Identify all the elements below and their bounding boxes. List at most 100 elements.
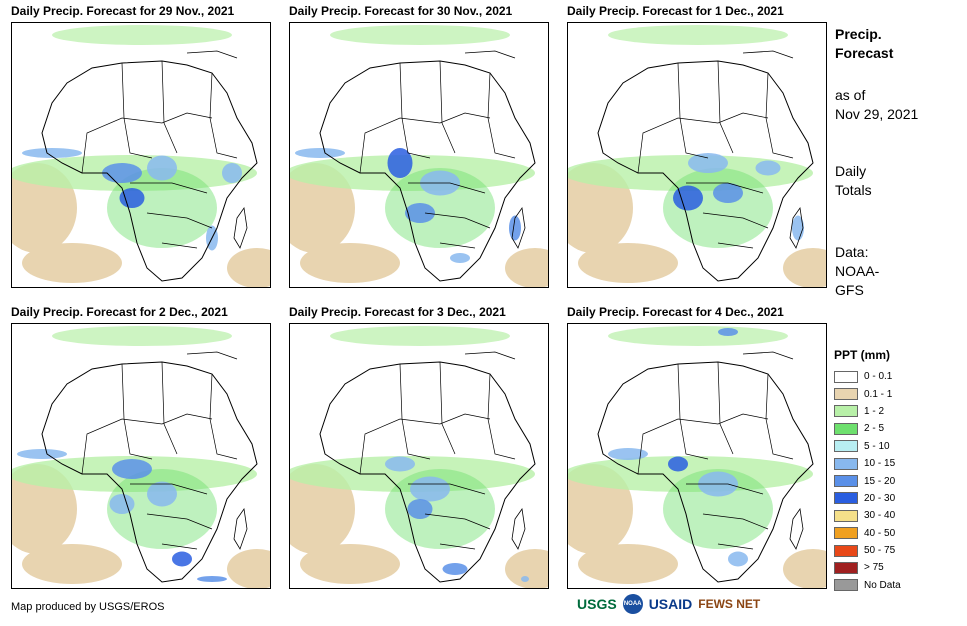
precip-cell: [112, 459, 152, 479]
credit-text: Map produced by USGS/EROS: [11, 601, 165, 613]
country-border: [121, 62, 153, 159]
madagascar-outline: [233, 206, 248, 249]
country-border: [677, 363, 709, 460]
precip-cell: [755, 160, 781, 176]
panel-title: Daily Precip. Forecast for 2 Dec., 2021: [11, 305, 228, 319]
legend-swatch: [834, 475, 858, 488]
legend-swatch: [834, 527, 858, 540]
country-border: [146, 212, 213, 229]
legend: PPT (mm) 0 - 0.1 0.1 - 1 1 - 2 2 - 5 5 - 10 1…: [834, 348, 901, 594]
light-rain-area: [330, 326, 510, 346]
dry-area: [300, 243, 400, 283]
legend-label: 15 - 20: [864, 475, 896, 487]
light-rain-area: [608, 326, 788, 346]
legend-swatch: [834, 509, 858, 522]
map-canvas: [12, 326, 270, 588]
country-border: [439, 543, 476, 550]
precip-cell: [728, 551, 748, 567]
legend-label: 2 - 5: [864, 423, 885, 435]
legend-label: 0.1 - 1: [864, 388, 893, 400]
sidebar-title: Precip. Forecast: [835, 26, 894, 61]
country-border: [424, 513, 491, 530]
country-border: [765, 373, 794, 460]
precip-cell: [673, 185, 703, 211]
dry-area: [578, 544, 678, 584]
precip-cell: [119, 188, 145, 208]
legend-label: 1 - 2: [864, 405, 885, 417]
precip-cell: [22, 148, 82, 158]
country-border: [439, 361, 456, 455]
legend-swatch: [834, 457, 858, 470]
country-border: [399, 363, 431, 460]
precip-cell: [385, 456, 415, 472]
precip-cell: [410, 476, 450, 502]
legend-swatch: [834, 579, 858, 592]
light-rain-area: [330, 25, 510, 45]
country-border: [161, 543, 198, 550]
country-border: [686, 182, 764, 194]
coastline: [464, 50, 516, 59]
precip-cell: [450, 253, 470, 263]
forecast-map-1dec: [567, 22, 827, 288]
legend-label: 0 - 0.1: [864, 371, 893, 383]
legend-label: > 75: [864, 562, 884, 574]
country-border: [717, 361, 734, 455]
legend-item: 15 - 20: [834, 472, 901, 489]
legend-swatch: [834, 440, 858, 453]
country-border: [717, 60, 734, 154]
madagascar-outline: [789, 206, 804, 249]
precip-cell: [147, 481, 177, 507]
dry-area: [22, 243, 122, 283]
panel-title: Daily Precip. Forecast for 3 Dec., 2021: [289, 305, 506, 319]
map-canvas: [568, 25, 826, 287]
dry-area: [783, 248, 826, 287]
country-border: [130, 182, 208, 194]
legend-swatch: [834, 370, 858, 383]
africa-outline: [597, 361, 814, 583]
country-border: [359, 413, 491, 475]
forecast-map-29nov: [11, 22, 271, 288]
legend-swatch: [834, 405, 858, 418]
africa-outline: [41, 361, 258, 583]
precip-cell: [172, 551, 192, 567]
precip-cell: [713, 183, 743, 203]
africa-outline: [41, 60, 258, 282]
panel-title: Daily Precip. Forecast for 29 Nov., 2021: [11, 4, 235, 18]
precip-cell: [509, 215, 521, 241]
noaa-logo: NOAA: [622, 594, 643, 614]
country-border: [130, 483, 208, 495]
country-border: [487, 72, 516, 159]
madagascar-outline: [511, 507, 526, 550]
country-border: [408, 483, 486, 495]
dry-area: [578, 243, 678, 283]
forecast-map-30nov: [289, 22, 549, 288]
country-border: [121, 363, 153, 460]
legend-swatch: [834, 388, 858, 401]
legend-rows: 0 - 0.1 0.1 - 1 1 - 2 2 - 5 5 - 10 10 - 15 15 …: [834, 368, 901, 594]
coastline: [464, 351, 516, 360]
legend-item: > 75: [834, 559, 901, 576]
country-border: [399, 62, 431, 159]
country-border: [717, 543, 754, 550]
country-border: [161, 60, 178, 154]
forecast-map-2dec: [11, 323, 271, 589]
precip-cell: [17, 449, 67, 459]
sidebar-asof: as of Nov 29, 2021: [835, 87, 919, 122]
legend-swatch: [834, 561, 858, 574]
legend-title: PPT (mm): [834, 348, 891, 362]
panel-title: Daily Precip. Forecast for 1 Dec., 2021: [567, 4, 784, 18]
legend-item: 0 - 0.1: [834, 368, 901, 385]
country-border: [209, 72, 238, 159]
country-border: [677, 62, 709, 159]
precip-cell: [147, 155, 177, 181]
precip-cell: [109, 494, 135, 514]
country-border: [161, 242, 198, 249]
precip-cell: [295, 148, 345, 158]
legend-item: 50 - 75: [834, 542, 901, 559]
madagascar-outline: [233, 507, 248, 550]
legend-label: 30 - 40: [864, 510, 896, 522]
coastline: [186, 50, 238, 59]
precip-cell: [407, 499, 433, 519]
light-rain-area: [52, 326, 232, 346]
legend-item: 10 - 15: [834, 455, 901, 472]
